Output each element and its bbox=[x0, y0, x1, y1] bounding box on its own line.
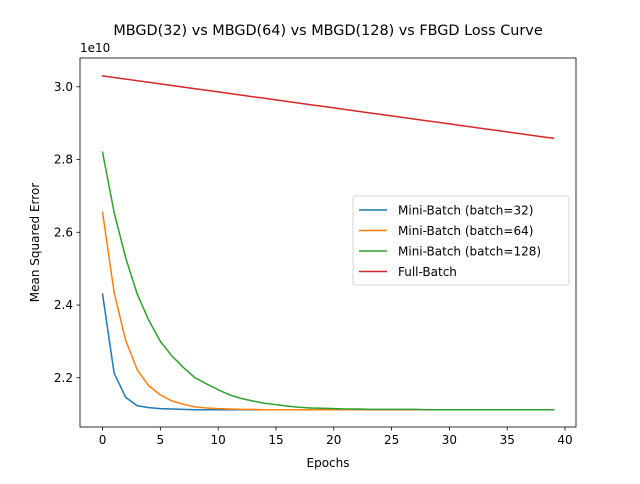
plot-frame bbox=[79, 57, 577, 428]
series-line-mini-batch-batch-128 bbox=[101, 151, 555, 411]
series-line-mini-batch-batch-32 bbox=[101, 293, 555, 411]
y-tick-label: 2.4 bbox=[54, 298, 73, 312]
y-offset-label: 1e10 bbox=[80, 41, 110, 55]
x-tick-label: 10 bbox=[211, 433, 226, 447]
y-tick-label: 2.8 bbox=[54, 153, 73, 167]
x-tick-label: 0 bbox=[99, 433, 107, 447]
series-lines bbox=[101, 75, 555, 411]
y-tick-label: 2.6 bbox=[54, 225, 73, 239]
x-tick-label: 15 bbox=[268, 433, 283, 447]
legend-box bbox=[352, 195, 570, 286]
x-tick-label: 20 bbox=[326, 433, 341, 447]
y-tick-label: 3.0 bbox=[54, 80, 73, 94]
x-tick-label: 5 bbox=[157, 433, 165, 447]
x-axis-ticks: 0 5 10 15 20 25 30 35 40 bbox=[99, 427, 573, 447]
series-line-full-batch bbox=[101, 75, 555, 140]
legend-label: Mini-Batch (batch=32) bbox=[398, 203, 533, 217]
legend-label: Mini-Batch (batch=128) bbox=[398, 244, 541, 258]
x-axis-label: Epochs bbox=[307, 456, 350, 470]
y-axis-label: Mean Squared Error bbox=[28, 183, 42, 303]
x-tick-label: 30 bbox=[442, 433, 457, 447]
x-tick-label: 40 bbox=[557, 433, 572, 447]
y-tick-label: 2.2 bbox=[54, 371, 73, 385]
chart-title: MBGD(32) vs MBGD(64) vs MBGD(128) vs FBG… bbox=[113, 23, 543, 39]
y-axis-ticks: 2.2 2.4 2.6 2.8 3.0 bbox=[54, 80, 80, 385]
x-tick-label: 25 bbox=[384, 433, 399, 447]
legend-label: Full-Batch bbox=[398, 265, 457, 279]
legend: Mini-Batch (batch=32) Mini-Batch (batch=6… bbox=[352, 195, 570, 286]
x-tick-label: 35 bbox=[500, 433, 515, 447]
legend-label: Mini-Batch (batch=64) bbox=[398, 224, 533, 238]
